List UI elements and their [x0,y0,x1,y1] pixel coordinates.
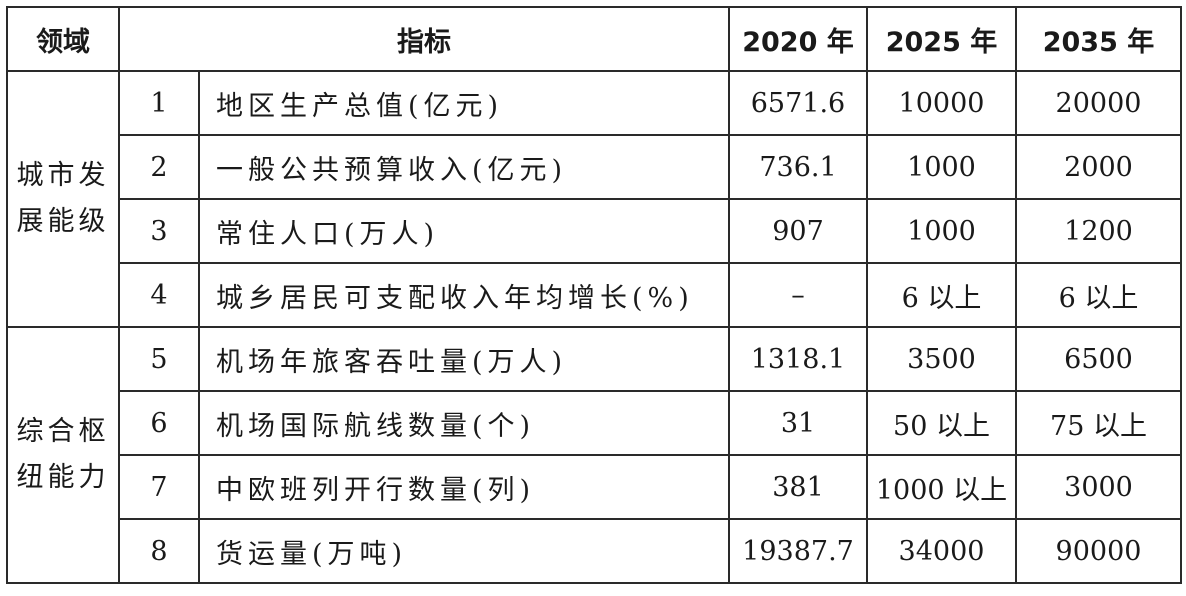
value-2035-cell: 6 以上 [1015,262,1182,328]
value-2025-cell: 34000 [866,518,1017,584]
value-2035-cell: 1200 [1015,198,1182,264]
number-cell: 3 [118,198,200,264]
table-row: 6 机场国际航线数量(个) 31 50 以上 75 以上 [7,390,1182,456]
indicator-cell: 城乡居民可支配收入年均增长(%) [198,262,730,328]
indicator-cell: 常住人口(万人) [198,198,730,264]
value-2020-cell: 19387.7 [728,518,868,584]
value-2025-cell: 1000 [866,134,1017,200]
header-2020: 2020 年 [728,6,868,72]
indicator-cell: 中欧班列开行数量(列) [198,454,730,520]
value-2020-cell: 1318.1 [728,326,868,392]
indicator-table: 领域 指标 2020 年 2025 年 2035 年 城市发展能级 1 地区生产总值… [6,6,1182,584]
domain-label: 城市发展能级 [16,160,110,237]
value-2020-cell: – [728,262,868,328]
table-row: 7 中欧班列开行数量(列) 381 1000 以上 3000 [7,454,1182,520]
header-row: 领域 指标 2020 年 2025 年 2035 年 [6,6,1182,72]
number-cell: 6 [118,390,200,456]
value-2020-cell: 736.1 [728,134,868,200]
number-cell: 1 [118,70,200,136]
table-row: 4 城乡居民可支配收入年均增长(%) –6 以上 6 以上 [7,262,1182,328]
value-2025-cell: 10000 [866,70,1017,136]
indicator-cell: 机场国际航线数量(个) [198,390,730,456]
number-cell: 5 [118,326,200,392]
value-2020-cell: 6571.6 [728,70,868,136]
table-row: 3 常住人口(万人) 907 1000 1200 [7,198,1182,264]
number-cell: 4 [118,262,200,328]
value-2020-cell: 381 [728,454,868,520]
value-2020-cell: 907 [728,198,868,264]
indicator-cell: 货运量(万吨) [198,518,730,584]
value-2025-cell: 50 以上 [866,390,1017,456]
value-2025-cell: 1000 [866,198,1017,264]
header-indicator: 指标 [118,6,730,72]
header-2035: 2035 年 [1015,6,1182,72]
value-2035-cell: 75 以上 [1015,390,1182,456]
value-2035-cell: 6500 [1015,326,1182,392]
indicator-cell: 机场年旅客吞吐量(万人) [198,326,730,392]
value-2020-cell: 31 [728,390,868,456]
value-2025-cell: 1000 以上 [866,454,1017,520]
value-2025-cell: 3500 [866,326,1017,392]
domain-label: 综合枢纽能力 [16,416,110,493]
value-2035-cell: 3000 [1015,454,1182,520]
number-cell: 7 [118,454,200,520]
table-row: 2 一般公共预算收入(亿元) 736.1 1000 2000 [7,134,1182,200]
table-row: 城市发展能级 1 地区生产总值(亿元) 6571.6 10000 20000 [6,70,1182,328]
domain-cell: 综合枢纽能力 [6,326,120,584]
value-2035-cell: 20000 [1015,70,1182,136]
table-row: 综合枢纽能力 5 机场年旅客吞吐量(万人) 1318.1 3500 6500 [6,326,1182,584]
value-2035-cell: 2000 [1015,134,1182,200]
indicator-cell: 一般公共预算收入(亿元) [198,134,730,200]
value-2025-cell: 6 以上 [866,262,1017,328]
number-cell: 2 [118,134,200,200]
header-domain: 领域 [6,6,120,72]
table-row: 8 货运量(万吨) 19387.7 34000 90000 [7,518,1182,584]
header-2025: 2025 年 [866,6,1017,72]
value-2035-cell: 90000 [1015,518,1182,584]
domain-cell: 城市发展能级 [6,70,120,328]
number-cell: 8 [118,518,200,584]
indicator-cell: 地区生产总值(亿元) [198,70,730,136]
